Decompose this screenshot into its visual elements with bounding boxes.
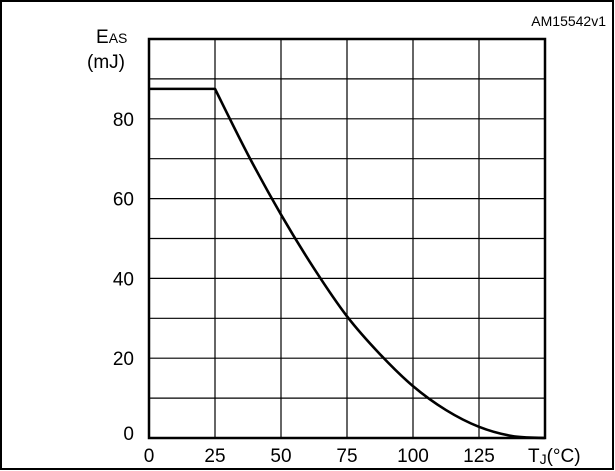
y-tick-label: 20 (113, 349, 134, 370)
y-axis-unit: (mJ) (87, 52, 125, 73)
y-tick-label: 80 (113, 110, 134, 131)
y-tick-label: 0 (123, 424, 134, 445)
x-tick-label: 75 (336, 446, 357, 467)
x-tick-label: 0 (144, 446, 155, 467)
reference-code: AM15542v1 (531, 13, 606, 29)
y-axis-title: EAS (96, 27, 127, 48)
x-axis-title-unit: (°C) (547, 446, 581, 467)
x-axis-title-sub: J (540, 451, 547, 467)
eas-curve (149, 87, 546, 440)
x-tick-label: 50 (270, 446, 291, 467)
plot-border (147, 37, 547, 440)
y-axis-title-main: E (96, 27, 109, 48)
x-axis-title: TJ(°C) (528, 446, 581, 467)
y-axis-title-sub: AS (109, 30, 128, 46)
x-tick-label: 100 (397, 446, 429, 467)
y-tick-label: 40 (113, 269, 134, 290)
x-axis-title-main: T (528, 446, 540, 467)
x-tick-label: 25 (204, 446, 225, 467)
y-tick-label: 60 (113, 190, 134, 211)
x-tick-label: 125 (463, 446, 495, 467)
